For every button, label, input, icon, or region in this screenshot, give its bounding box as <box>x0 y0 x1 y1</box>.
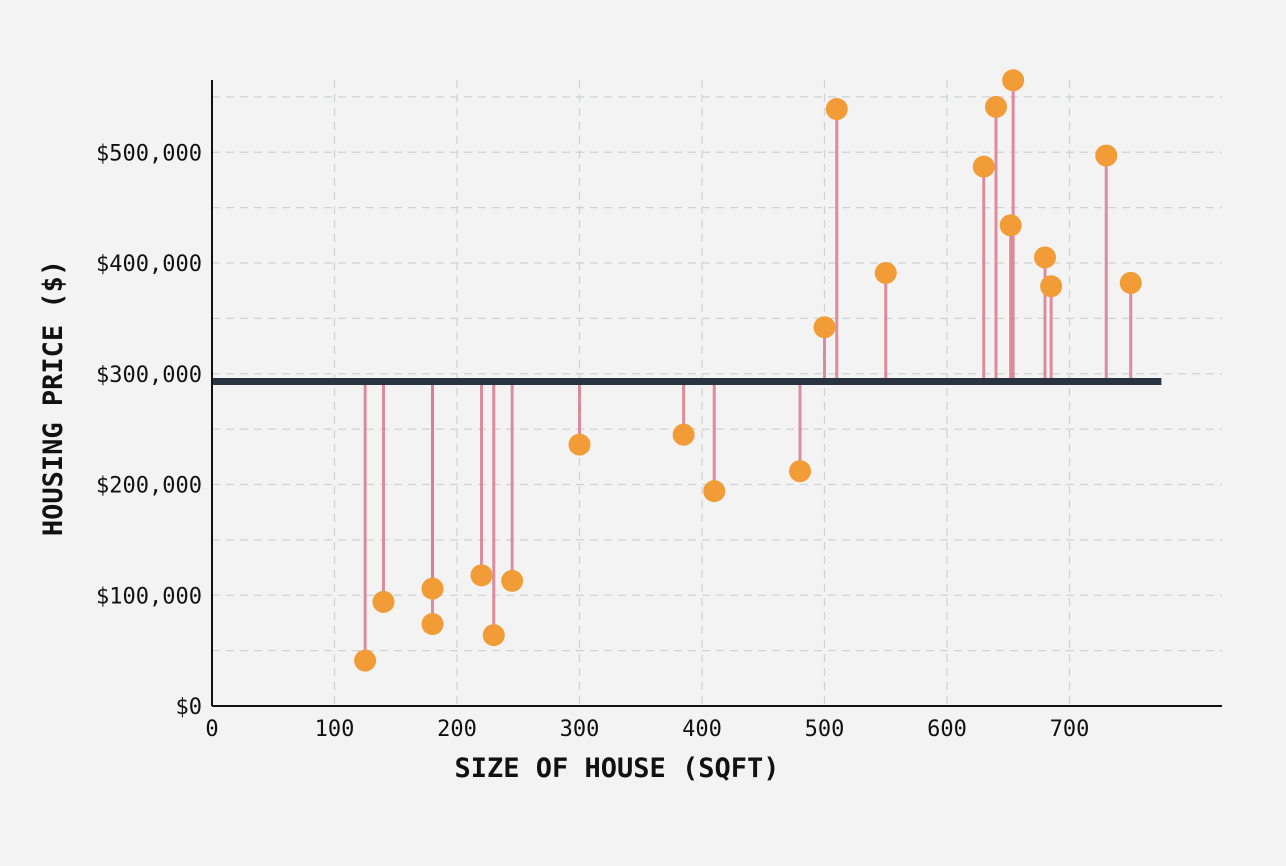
data-point <box>825 98 848 121</box>
x-axis-title: SIZE OF HOUSE (SQFT) <box>454 753 779 784</box>
x-tick-label: 200 <box>437 717 477 742</box>
y-tick-label: $400,000 <box>96 252 202 277</box>
x-tick-label: 300 <box>560 717 600 742</box>
data-point <box>972 155 995 178</box>
x-tick-label: 700 <box>1050 717 1090 742</box>
y-tick-labels: $0 $100,000 $200,000 $300,000 $400,000 $500,0… <box>96 141 202 720</box>
data-point <box>354 649 377 672</box>
data-point <box>1002 69 1025 92</box>
x-tick-label: 500 <box>805 717 845 742</box>
data-point <box>703 480 726 503</box>
data-point <box>482 624 505 647</box>
data-points <box>354 69 1142 672</box>
y-tick-label: $0 <box>176 695 203 720</box>
data-point <box>568 433 591 456</box>
y-tick-label: $500,000 <box>96 141 202 166</box>
y-tick-label: $200,000 <box>96 474 202 499</box>
grid-lines <box>212 80 1222 706</box>
data-point <box>372 590 395 613</box>
y-tick-label: $300,000 <box>96 363 202 388</box>
data-point <box>421 613 444 636</box>
data-point <box>1095 144 1118 167</box>
data-point <box>501 569 524 592</box>
x-tick-label: 100 <box>315 717 355 742</box>
data-point <box>672 423 695 446</box>
data-point <box>1034 246 1056 269</box>
x-tick-labels: 0 100 200 300 400 500 600 700 <box>205 717 1089 742</box>
data-point <box>470 564 493 587</box>
x-tick-label: 0 <box>205 717 218 742</box>
y-tick-label: $100,000 <box>96 584 202 609</box>
x-tick-label: 600 <box>927 717 967 742</box>
data-point <box>874 261 897 284</box>
y-axis-title: HOUSING PRICE ($) <box>38 260 69 536</box>
data-point <box>985 95 1007 118</box>
data-point <box>789 460 811 483</box>
data-point <box>1040 275 1063 298</box>
x-tick-label: 400 <box>682 717 722 742</box>
data-point <box>999 214 1022 237</box>
data-point <box>421 577 444 600</box>
data-point <box>1119 271 1142 294</box>
data-point <box>813 316 836 339</box>
